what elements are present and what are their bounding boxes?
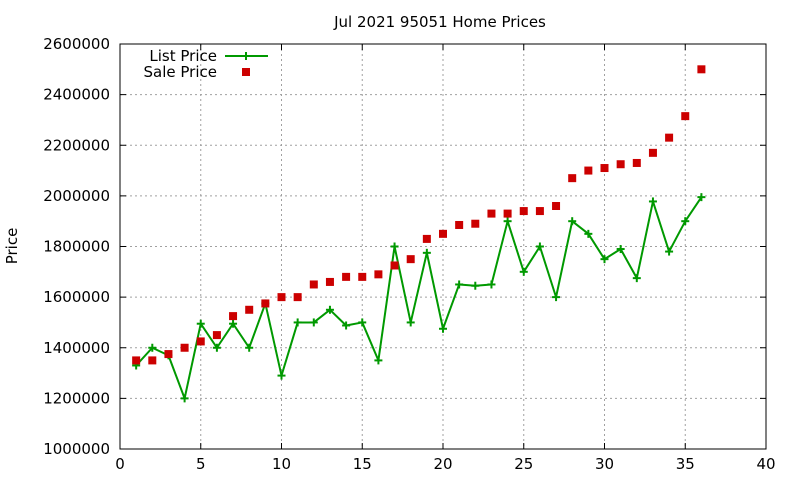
list-price-point (293, 318, 302, 327)
ticks: 0 5 10 15 20 25 30 35 40 1000000 1200000 1400000 160… (43, 35, 775, 473)
list-price-point (681, 217, 690, 226)
x-tick-label: 25 (514, 455, 533, 473)
x-tick-label: 15 (353, 455, 372, 473)
list-price-point (600, 255, 609, 264)
sale-price-point (503, 209, 512, 218)
list-price-point (390, 242, 399, 251)
sale-price-point (261, 299, 270, 308)
list-price-point (342, 321, 351, 330)
legend-label: List Price (149, 47, 217, 65)
list-price-point (584, 229, 593, 238)
list-price-point (245, 343, 254, 352)
x-tick-label: 20 (433, 455, 452, 473)
list-price-point (180, 394, 189, 403)
y-tick-label: 1800000 (43, 238, 110, 256)
sale-price-point (277, 293, 286, 302)
chart-title: Jul 2021 95051 Home Prices (333, 13, 546, 31)
list-price-point (422, 248, 431, 257)
sale-price-point (519, 207, 528, 216)
y-tick-label: 2600000 (43, 35, 110, 53)
sale-price-point (309, 280, 318, 289)
sale-price-point (342, 272, 351, 281)
grid (120, 44, 766, 449)
x-tick-label: 40 (756, 455, 775, 473)
list-price-point (552, 293, 561, 302)
sale-price-point (568, 174, 577, 183)
list-price-point (148, 343, 157, 352)
sale-price-point (212, 331, 221, 340)
list-price-point (455, 280, 464, 289)
x-tick-label: 30 (595, 455, 614, 473)
sale-price-point (148, 356, 157, 365)
sale-price-point (535, 207, 544, 216)
legend-label: Sale Price (144, 63, 217, 81)
y-tick-label: 2400000 (43, 86, 110, 104)
sale-price-point (616, 160, 625, 169)
y-tick-label: 1600000 (43, 288, 110, 306)
sale-price-point (422, 234, 431, 243)
y-axis-label: Price (3, 228, 21, 265)
sale-price-point (390, 261, 399, 270)
sale-price-point (632, 158, 641, 167)
list-price-point (309, 318, 318, 327)
list-price-point (406, 318, 415, 327)
sale-price-point (164, 350, 173, 359)
sale-price-point (132, 356, 141, 365)
sale-price-point (487, 209, 496, 218)
series-layer (132, 65, 706, 403)
legend-swatch-plus (242, 52, 250, 60)
list-price-point (503, 217, 512, 226)
sale-price-point (325, 277, 334, 286)
sale-price-point (584, 166, 593, 175)
y-tick-label: 1000000 (43, 440, 110, 458)
x-tick-label: 10 (272, 455, 291, 473)
sale-price-point (196, 337, 205, 346)
sale-price-point (552, 202, 561, 210)
y-tick-label: 2000000 (43, 187, 110, 205)
list-price-point (374, 356, 383, 365)
x-tick-label: 0 (115, 455, 125, 473)
list-price-point (519, 267, 528, 276)
list-price-point (439, 324, 447, 333)
list-price-point (697, 193, 706, 202)
list-price-point (229, 319, 238, 328)
y-tick-label: 1200000 (43, 389, 110, 407)
sale-price-point (374, 270, 383, 279)
list-price-point (277, 371, 286, 380)
list-price-point (568, 217, 577, 226)
sale-price-point (245, 305, 254, 314)
sale-price-point (697, 65, 706, 74)
sale-price-point (229, 312, 238, 321)
y-tick-label: 2200000 (43, 136, 110, 154)
list-price-point (632, 274, 641, 283)
sale-price-point (648, 148, 657, 157)
sale-price-point (439, 229, 447, 238)
x-tick-label: 35 (676, 455, 695, 473)
list-price-point (665, 247, 674, 256)
list-price-point (648, 197, 657, 206)
sale-price-point (293, 293, 302, 302)
legend-swatch-square (242, 68, 250, 76)
y-tick-label: 1400000 (43, 339, 110, 357)
sale-price-point (406, 255, 415, 264)
sale-price-point (358, 272, 367, 281)
list-price-point (616, 245, 625, 254)
list-price-point (471, 281, 480, 290)
list-price-point (325, 305, 334, 314)
list-price-point (487, 280, 496, 289)
sale-price-point (471, 219, 480, 228)
sale-price-point (665, 133, 674, 142)
list-price-point (535, 242, 544, 251)
sale-price-point (681, 112, 690, 121)
sale-price-point (455, 220, 464, 229)
sale-price-point (600, 164, 609, 173)
x-tick-label: 5 (196, 455, 206, 473)
list-price-point (196, 319, 205, 328)
list-price-line (135, 196, 703, 400)
list-price-point (358, 318, 367, 327)
list-price-point (212, 343, 221, 352)
sale-price-point (180, 343, 189, 352)
